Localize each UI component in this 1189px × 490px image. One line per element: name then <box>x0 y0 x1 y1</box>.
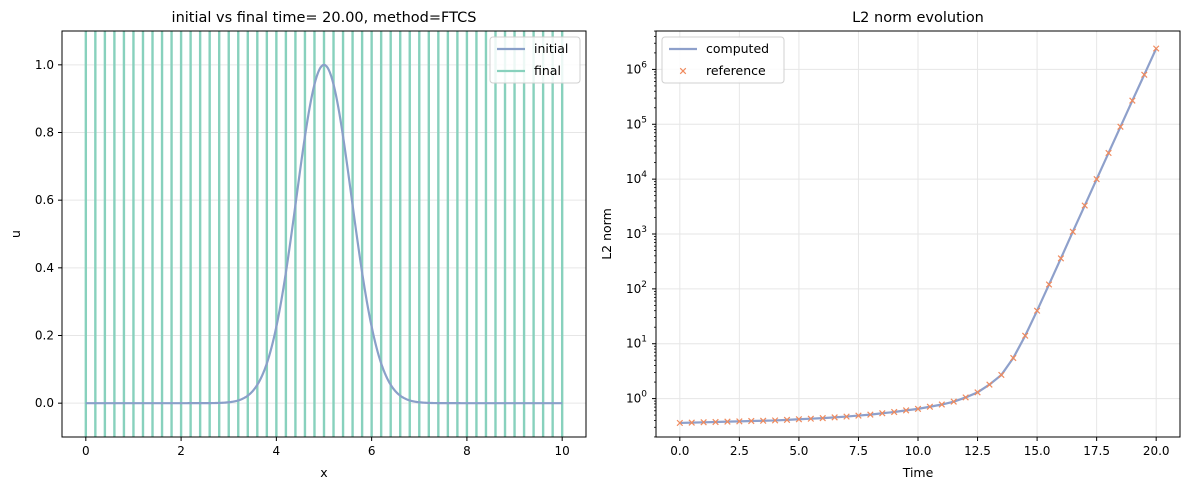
x-tick-label: 12.5 <box>964 444 991 458</box>
y-ticks-2: 100 101 102 103 104 105 106 <box>626 30 656 438</box>
y-tick-label: 102 <box>626 280 647 296</box>
reference-marker <box>926 403 934 410</box>
x-tick-label: 4 <box>273 444 281 458</box>
chart2-title: L2 norm evolution <box>852 10 984 26</box>
y-tick-label: 105 <box>626 115 647 131</box>
x-tick-label: 5.0 <box>789 444 808 458</box>
reference-marker <box>783 416 791 424</box>
y-tick-label: 0.0 <box>35 396 54 410</box>
legend-1: initial final <box>489 36 581 84</box>
chart2-ylabel: L2 norm <box>599 208 614 260</box>
reference-marker <box>962 394 969 401</box>
reference-marker <box>914 405 922 413</box>
reference-marker <box>1129 97 1136 104</box>
reference-marker <box>950 398 957 405</box>
reference-marker <box>855 412 862 419</box>
reference-marker <box>831 414 838 421</box>
y-tick-label: 103 <box>626 225 647 241</box>
reference-marker <box>938 401 946 408</box>
reference-marker <box>902 407 910 414</box>
reference-marker <box>867 411 874 418</box>
reference-marker <box>724 418 731 425</box>
reference-marker <box>1093 175 1100 183</box>
legend-2: computed reference <box>661 36 785 84</box>
reference-marker <box>1105 149 1112 157</box>
chart2-xlabel: Time <box>902 465 934 480</box>
x-tick-label: 8 <box>463 444 471 458</box>
grid-2 <box>656 31 1180 437</box>
x-tick-label: 0 <box>82 444 90 458</box>
y-tick-label: 0.6 <box>35 193 54 207</box>
reference-marker <box>998 371 1005 379</box>
legend-final-label: final <box>534 63 561 78</box>
reference-marker <box>879 410 886 417</box>
reference-marker <box>1045 281 1053 288</box>
final-series <box>84 31 564 437</box>
y-tick-label: 0.2 <box>35 329 54 343</box>
chart1-xlabel: x <box>320 465 327 480</box>
reference-marker <box>1057 255 1065 262</box>
x-ticks-1: 0 2 4 6 8 10 <box>82 437 570 458</box>
y-tick-label: 106 <box>626 60 647 76</box>
y-tick-label: 101 <box>626 335 647 351</box>
x-tick-label: 6 <box>368 444 376 458</box>
y-tick-label: 100 <box>626 390 647 406</box>
legend-reference-label: reference <box>706 63 766 78</box>
chart1-ylabel: u <box>8 230 23 238</box>
y-tick-label: 0.4 <box>35 261 54 275</box>
y-tick-label: 0.8 <box>35 126 54 140</box>
x-tick-label: 17.5 <box>1083 444 1110 458</box>
x-tick-label: 20.0 <box>1143 444 1170 458</box>
reference-marker <box>748 417 755 425</box>
y-tick-label: 1.0 <box>35 58 54 72</box>
reference-marker <box>1069 228 1077 235</box>
reference-series-markers <box>676 45 1160 427</box>
x-ticks-2: 0.0 2.5 5.0 7.5 10.0 12.5 15.0 17.5 20.0 <box>670 437 1170 458</box>
reference-marker <box>890 408 898 416</box>
reference-marker <box>795 416 803 423</box>
x-tick-label: 7.5 <box>849 444 868 458</box>
axes-frame-1 <box>61 30 587 438</box>
reference-marker <box>1152 45 1160 52</box>
legend-computed-label: computed <box>706 41 769 56</box>
x-tick-label: 15.0 <box>1024 444 1051 458</box>
reference-marker <box>807 415 815 422</box>
chart-initial-vs-final: 0 2 4 6 8 10 0.0 0.2 0.4 0.6 0.8 1.0 initial vs fi… <box>8 10 587 480</box>
reference-marker <box>1010 354 1017 362</box>
reference-marker <box>688 419 695 426</box>
x-tick-label: 2 <box>177 444 185 458</box>
reference-marker <box>819 414 826 422</box>
x-tick-label: 2.5 <box>730 444 749 458</box>
reference-marker <box>1117 123 1124 131</box>
x-tick-label: 10 <box>555 444 570 458</box>
reference-marker <box>974 389 981 396</box>
legend-initial-label: initial <box>534 41 568 56</box>
chart-l2-norm: 0.0 2.5 5.0 7.5 10.0 12.5 15.0 17.5 20.0 1001011… <box>599 10 1181 480</box>
reference-marker <box>736 418 743 425</box>
y-tick-label: 104 <box>626 170 647 186</box>
initial-series-line <box>85 63 563 405</box>
reference-marker <box>759 417 767 424</box>
reference-marker <box>676 419 684 427</box>
legend-reference-swatch <box>679 67 687 75</box>
reference-marker <box>712 418 719 426</box>
chart1-title: initial vs final time= 20.00, method=FTC… <box>172 10 477 26</box>
reference-marker <box>1081 202 1088 209</box>
reference-marker <box>843 413 850 420</box>
x-tick-label: 0.0 <box>670 444 689 458</box>
reference-marker <box>771 417 779 424</box>
reference-marker <box>1141 71 1148 78</box>
reference-marker <box>1021 332 1029 339</box>
reference-marker <box>1033 307 1041 314</box>
reference-marker <box>986 381 993 388</box>
x-tick-label: 10.0 <box>905 444 932 458</box>
reference-marker <box>700 419 707 426</box>
y-ticks-1: 0.0 0.2 0.4 0.6 0.8 1.0 <box>35 58 62 410</box>
